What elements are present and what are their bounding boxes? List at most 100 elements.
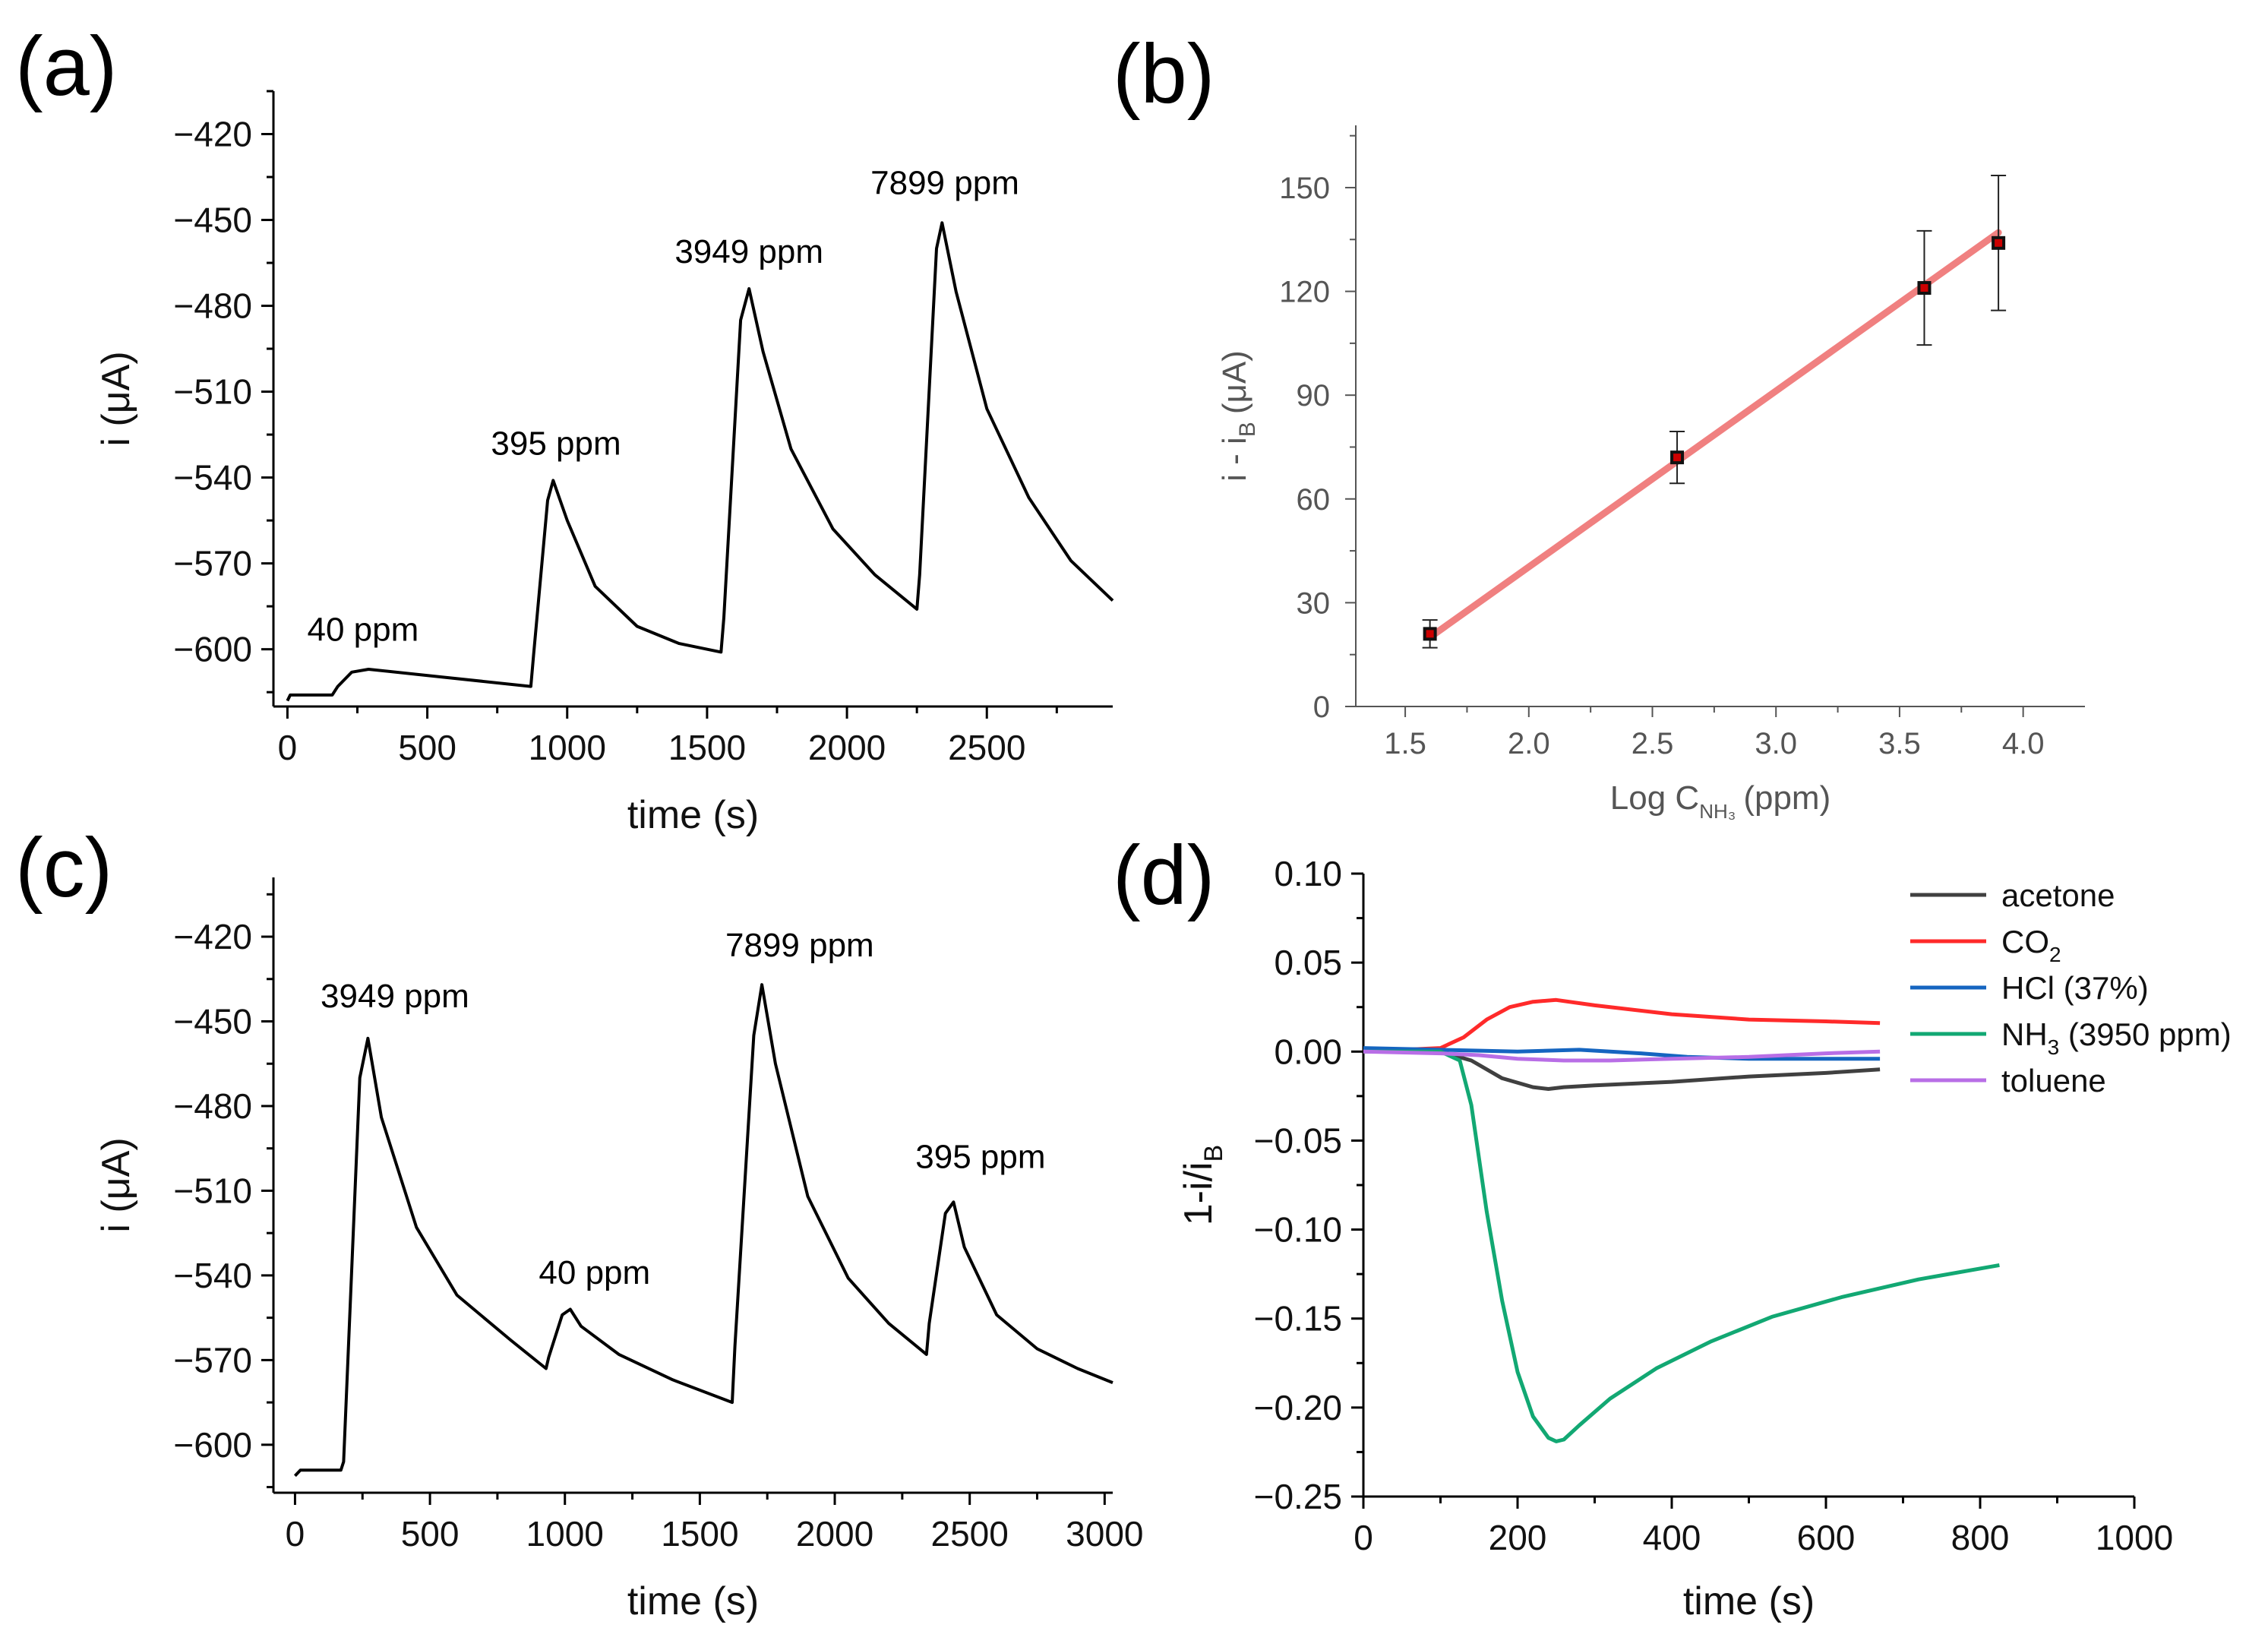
data-point-core [1673,454,1682,462]
x-tick-label: 0 [278,728,298,767]
peak-annotation: 395 ppm [491,425,621,462]
series-line-current [293,983,1113,1478]
panel-label: (d) [1113,829,1215,922]
series-line-current [286,221,1114,702]
data-point-core [1920,284,1928,292]
peak-annotation: 40 ppm [307,611,419,648]
data-point-core [1426,630,1434,638]
peak-annotation: 3949 ppm [321,978,469,1015]
x-title-end: (ppm) [1743,779,1831,817]
data-point-core [1995,239,2003,247]
legend-label-main: acetone [2001,877,2115,913]
y-tick-label: −570 [173,544,252,583]
x-axis-title: Log CNH₃ (ppm) [1610,779,1831,823]
y-tick-label: −0.15 [1254,1299,1342,1339]
x-tick-label: 400 [1643,1518,1701,1557]
y-tick-label: −0.05 [1254,1121,1342,1160]
x-tick-label: 800 [1951,1518,2010,1557]
y-tick-label: −480 [173,286,252,326]
y-tick-label: −510 [173,372,252,412]
y-axis-title: i (μA) [94,351,138,446]
series-line-acetone [1363,1048,1881,1091]
x-tick-label: 0 [1354,1518,1373,1557]
x-axis-title: time (s) [627,793,759,837]
peak-annotation: 3949 ppm [674,233,823,270]
x-tick-label: 3.0 [1755,727,1797,760]
peak-annotation: 40 ppm [539,1254,650,1291]
x-axis-title: time (s) [627,1579,759,1623]
legend-label: toluene [2001,1063,2106,1098]
x-tick-label: 2.5 [1632,727,1674,760]
y-tick-label: 30 [1297,586,1331,620]
y-tick-label: 90 [1297,379,1331,412]
legend-label: acetone [2001,877,2115,913]
y-tick-label: −0.10 [1254,1210,1342,1250]
x-tick-label: 1.5 [1384,727,1426,760]
peak-annotation: 395 ppm [915,1139,1045,1176]
legend-label-end: (3950 ppm) [2059,1016,2231,1052]
y-tick-label: 0.00 [1274,1032,1342,1071]
panel-label: (a) [15,20,117,113]
panel-d: (d) −0.25 −0.20 −0.15 −0.10 −0.05 0.00 0.05 0.10… [1113,829,2232,1623]
x-tick-label: 2.0 [1508,727,1550,760]
y-title-end: (μA) [1216,350,1253,414]
y-tick-label: 0.10 [1274,854,1342,893]
y-tick-label: −600 [173,1425,252,1465]
legend-label-main: NH [2001,1016,2048,1052]
legend-label-sub: 2 [2049,943,2061,966]
x-tick-label: 3.5 [1878,727,1921,760]
y-tick-label: −510 [173,1171,252,1210]
x-tick-label: 200 [1489,1518,1547,1557]
y-tick-label: −540 [173,458,252,498]
y-tick-label: −0.20 [1254,1388,1342,1427]
panel-label: (b) [1113,27,1215,121]
y-title-main: i - i [1216,437,1253,482]
x-tick-label: 1500 [668,728,746,767]
series-line-toluene [1363,1049,1881,1063]
y-axis-title: 1-i/iB [1177,1145,1228,1225]
y-axis-title: i (μA) [94,1137,138,1232]
legend-label-main: CO [2001,924,2049,959]
y-tick-label: −480 [173,1086,252,1126]
fit-line [1426,229,2002,641]
panel-a: (a) −600 −570 −540 −510 −480 −450 −420 0 500 1000 1… [15,20,1114,837]
x-tick-label: 500 [398,728,456,767]
y-tick-label: 120 [1279,276,1330,309]
panel-label: (c) [15,821,112,915]
x-tick-label: 1000 [529,728,606,767]
legend-label-main: toluene [2001,1063,2106,1098]
y-tick-label: −420 [173,917,252,956]
y-tick-label: −0.25 [1254,1477,1342,1516]
series-line-HCl (37%) [1363,1046,1881,1061]
x-tick-label: 2000 [808,728,886,767]
y-tick-label: −540 [173,1256,252,1295]
y-title-sub: B [1235,422,1260,437]
y-axis-title: i - iB (μA) [1216,350,1260,482]
y-tick-label: −570 [173,1340,252,1380]
legend-label-sub: 3 [2048,1035,2060,1059]
y-tick-label: 150 [1279,172,1330,205]
legend-label: CO2 [2001,924,2061,966]
x-axis-title: time (s) [1683,1579,1815,1623]
panel-c: (c) −600 −570 −540 −510 −480 −450 −420 0 500 1000 1… [15,821,1144,1623]
legend-label: NH3 (3950 ppm) [2001,1016,2232,1059]
peak-annotation: 7899 ppm [725,927,874,964]
y-tick-label: 60 [1297,483,1331,517]
y-title-main: 1-i/i [1177,1162,1221,1225]
y-tick-label: −420 [173,115,252,154]
y-tick-label: 0.05 [1274,943,1342,982]
panel-b: (b) 0 30 60 90 120 150 1.5 2.0 2.5 3.0 3.5 4.0 Log CN… [1113,27,2085,823]
x-tick-label: 0 [286,1514,305,1554]
x-tick-label: 600 [1797,1518,1856,1557]
x-tick-label: 1000 [526,1514,604,1554]
series-line-NH3 (3950 ppm) [1363,1049,2000,1443]
y-title-sub: B [1199,1145,1228,1162]
x-tick-label: 4.0 [2002,727,2045,760]
x-tick-label: 500 [401,1514,460,1554]
y-tick-label: −450 [173,1001,252,1041]
legend-label: HCl (37%) [2001,970,2149,1006]
x-title-sub: NH₃ [1699,800,1736,823]
series-line-CO2 [1363,997,1881,1054]
legend-label-main: HCl (37%) [2001,970,2149,1006]
